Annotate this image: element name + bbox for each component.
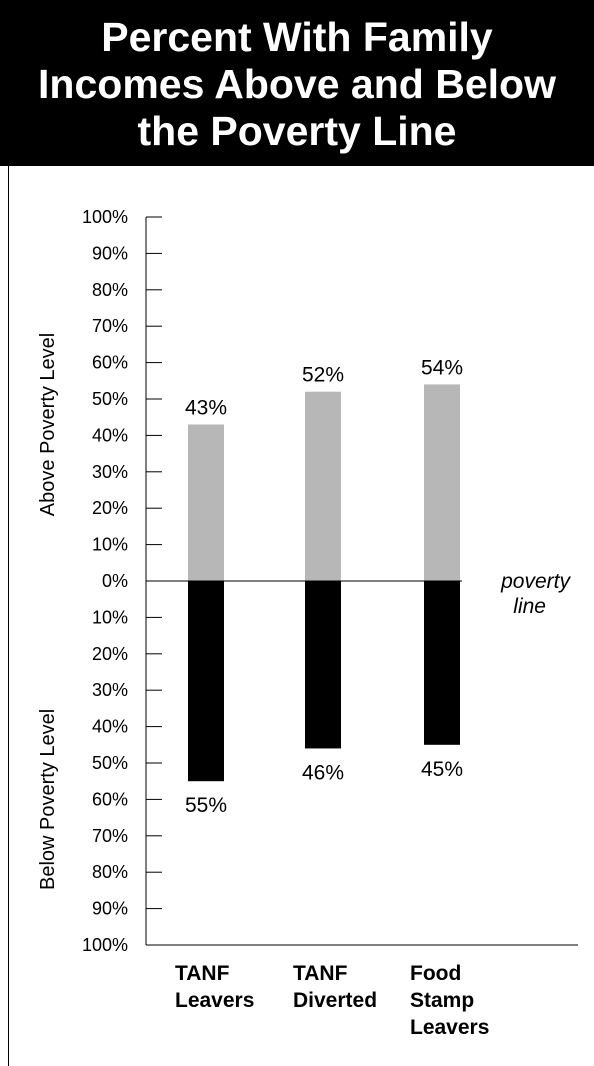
data-label-below: 45% xyxy=(421,758,463,781)
y-tick-label-below: 80% xyxy=(92,862,128,882)
data-label-above: 54% xyxy=(421,356,463,379)
chart-title-line-2: Incomes Above and Below xyxy=(38,60,556,107)
y-tick-label-above: 70% xyxy=(92,316,128,336)
y-tick-label-above: 90% xyxy=(92,243,128,263)
chart-title-line-1: Percent With Family xyxy=(101,13,493,60)
data-label-above: 52% xyxy=(302,364,344,387)
chart-title-line-3: the Poverty Line xyxy=(137,107,457,154)
bar-above-poverty xyxy=(424,384,460,581)
category-label: Leavers xyxy=(410,1016,489,1039)
y-tick-label-below: 10% xyxy=(92,607,128,627)
bar-above-poverty xyxy=(188,424,224,581)
chart-title: Percent With Family Incomes Above and Be… xyxy=(38,12,556,155)
y-tick-label-below: 90% xyxy=(92,899,128,919)
y-tick-label-below: 60% xyxy=(92,789,128,809)
data-label-below: 46% xyxy=(302,761,344,784)
data-label-below: 55% xyxy=(185,794,227,817)
poverty-line-label: poverty xyxy=(500,570,571,593)
data-label-above: 43% xyxy=(185,396,227,419)
y-tick-label-below: 70% xyxy=(92,826,128,846)
y-tick-label-above: 50% xyxy=(92,389,128,409)
y-tick-label-above: 60% xyxy=(92,353,128,373)
y-tick-label-below: 20% xyxy=(92,644,128,664)
category-label: TANF xyxy=(175,962,230,985)
bar-below-poverty xyxy=(305,581,341,749)
y-tick-label-above: 30% xyxy=(92,462,128,482)
category-label: Stamp xyxy=(410,989,474,1012)
poverty-line-label: line xyxy=(513,595,546,618)
y-axis-label-below: Below Poverty Level xyxy=(37,709,59,890)
title-bar: Percent With Family Incomes Above and Be… xyxy=(0,0,594,166)
y-tick-label-below: 30% xyxy=(92,680,128,700)
y-tick-label-below: 100% xyxy=(82,935,128,955)
y-tick-label-above: 20% xyxy=(92,498,128,518)
bar-below-poverty xyxy=(424,581,460,745)
category-label: Food xyxy=(410,962,461,985)
bar-above-poverty xyxy=(305,391,341,581)
bar-below-poverty xyxy=(188,581,224,782)
y-tick-label-below: 40% xyxy=(92,717,128,737)
category-label: TANF xyxy=(293,962,348,985)
category-label: Diverted xyxy=(293,989,377,1012)
category-label: Leavers xyxy=(175,989,254,1012)
y-axis-label-above: Above Poverty Level xyxy=(37,333,59,516)
y-tick-label-above: 100% xyxy=(82,207,128,227)
y-tick-label-above: 40% xyxy=(92,425,128,445)
y-tick-label-above: 0% xyxy=(102,571,128,591)
y-tick-label-above: 80% xyxy=(92,280,128,300)
y-tick-label-below: 50% xyxy=(92,753,128,773)
frame-left-border xyxy=(8,166,9,1066)
y-tick-label-above: 10% xyxy=(92,535,128,555)
